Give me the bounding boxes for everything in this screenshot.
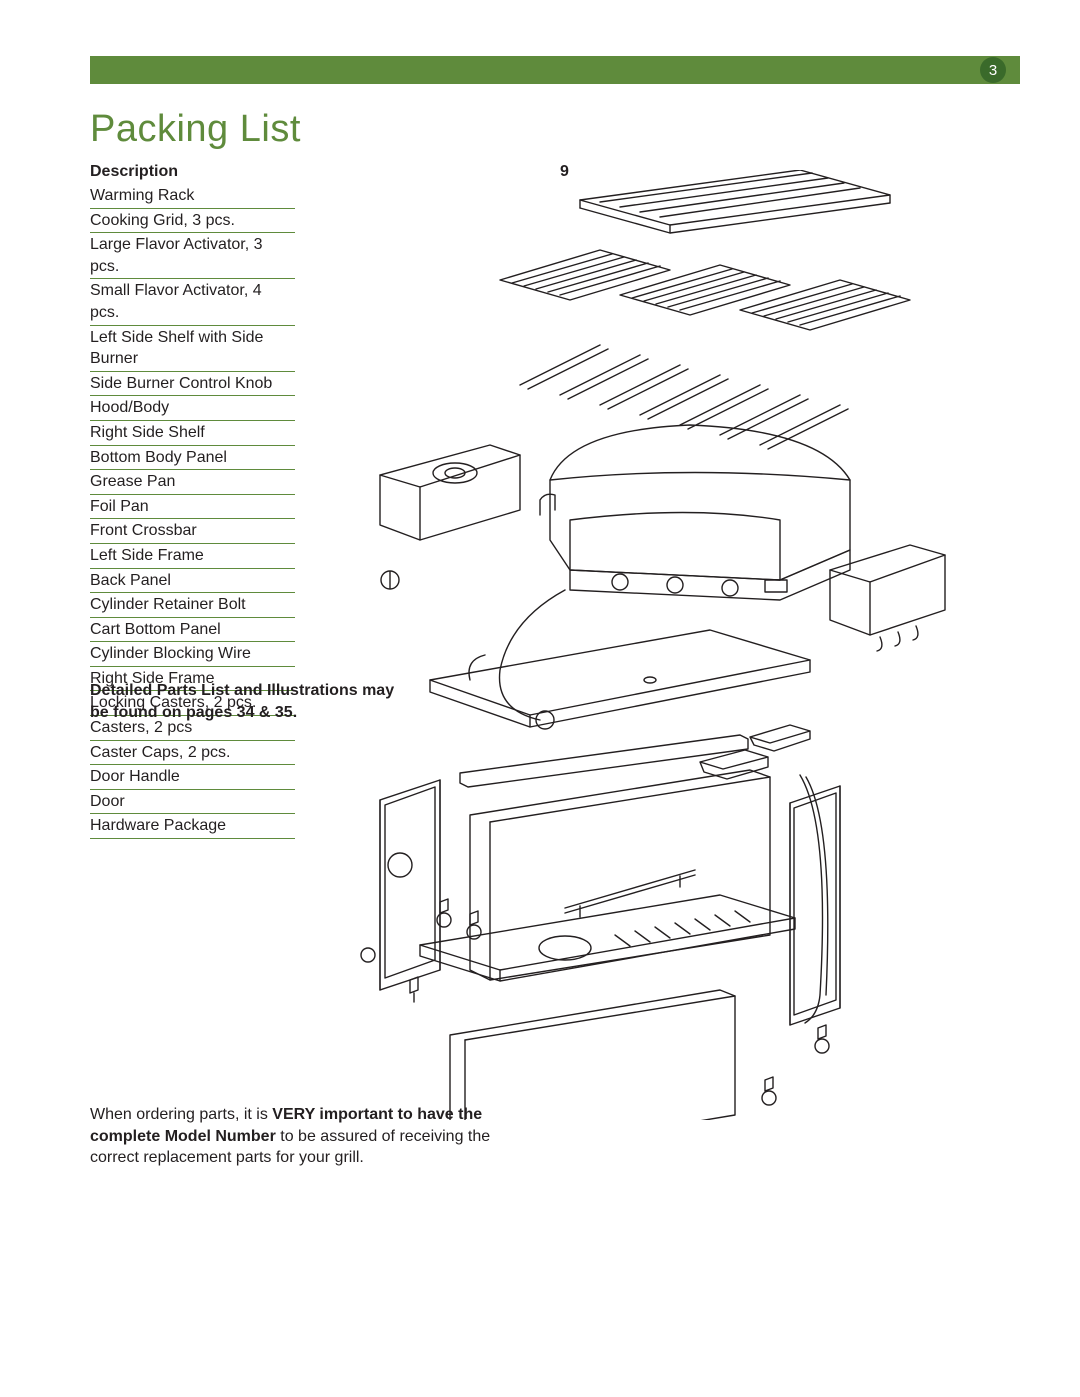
page-title: Packing List (90, 108, 301, 151)
list-item: Cooking Grid, 3 pcs. (90, 210, 295, 234)
list-item: Large Flavor Activator, 3 pcs. (90, 234, 295, 279)
list-item: Door (90, 791, 295, 815)
list-item: Warming Rack (90, 185, 295, 209)
page-number: 3 (989, 62, 997, 79)
detail-note: Detailed Parts List and Illustrations ma… (90, 680, 400, 723)
list-item: Back Panel (90, 570, 295, 594)
list-item: Caster Caps, 2 pcs. (90, 742, 295, 766)
list-item: Hood/Body (90, 397, 295, 421)
list-item: Left Side Shelf with Side Burner (90, 327, 295, 372)
header-bar (90, 56, 1020, 84)
list-header: Description (90, 163, 390, 181)
list-item: Grease Pan (90, 471, 295, 495)
list-item: Front Crossbar (90, 520, 295, 544)
list-item: Side Burner Control Knob (90, 373, 295, 397)
list-item: Left Side Frame (90, 545, 295, 569)
list-item: Door Handle (90, 766, 295, 790)
list-item: Right Side Shelf (90, 422, 295, 446)
list-item: Foil Pan (90, 496, 295, 520)
list-item: Hardware Package (90, 815, 295, 839)
page-number-badge: 3 (980, 57, 1006, 83)
list-item: Bottom Body Panel (90, 447, 295, 471)
list-item: Cart Bottom Panel (90, 619, 295, 643)
packing-list: Description Warming RackCooking Grid, 3 … (90, 163, 390, 840)
list-item: Cylinder Retainer Bolt (90, 594, 295, 618)
list-item: Cylinder Blocking Wire (90, 643, 295, 667)
exploded-diagram (360, 170, 950, 1120)
order-note-pre: When ordering parts, it is (90, 1106, 272, 1123)
list-item: Small Flavor Activator, 4 pcs. (90, 280, 295, 325)
